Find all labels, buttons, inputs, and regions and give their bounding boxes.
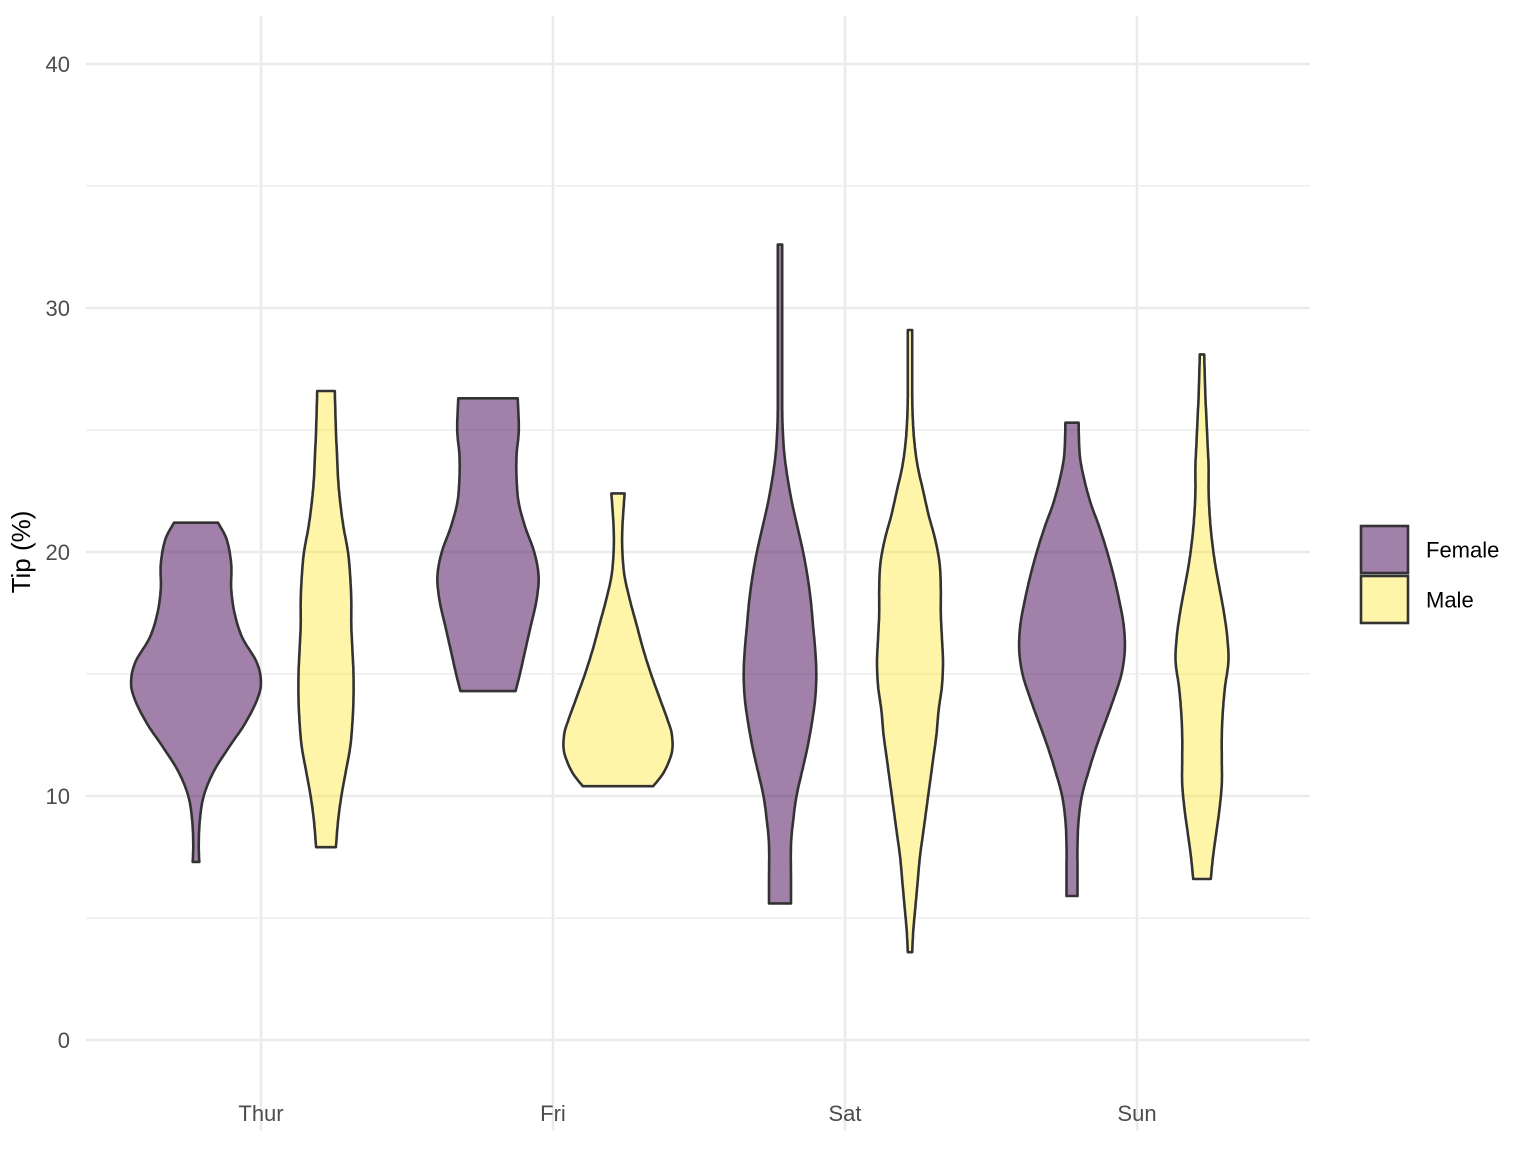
x-tick-label: Thur (238, 1101, 283, 1126)
y-axis: 0 10 20 30 40 (46, 52, 70, 1053)
x-tick-label: Sat (828, 1101, 861, 1126)
violin-female-fri (436, 397, 540, 693)
legend-label-female: Female (1426, 538, 1499, 563)
y-tick-label: 0 (58, 1028, 70, 1053)
violin-female-sun (1017, 421, 1127, 898)
legend-label-male: Male (1426, 588, 1474, 613)
x-tick-label: Sun (1117, 1101, 1156, 1126)
legend: Female Male (1359, 524, 1499, 625)
y-tick-label: 40 (46, 52, 70, 77)
legend-key-female (1359, 524, 1410, 575)
gridlines (86, 16, 1310, 1131)
violin-male-sat (875, 328, 945, 954)
violin-male-thur (297, 389, 355, 849)
violin-female-thur (129, 521, 263, 864)
y-axis-title: Tip (%) (6, 511, 36, 594)
violin-male-sun (1174, 353, 1230, 881)
violin-female-sat (742, 243, 818, 905)
x-tick-label: Fri (540, 1101, 566, 1126)
x-axis: Thur Fri Sat Sun (238, 1101, 1156, 1126)
legend-key-male (1359, 574, 1410, 625)
y-tick-label: 30 (46, 296, 70, 321)
y-tick-label: 20 (46, 540, 70, 565)
violin-male-fri (562, 492, 674, 788)
violins (129, 243, 1230, 954)
y-tick-label: 10 (46, 784, 70, 809)
